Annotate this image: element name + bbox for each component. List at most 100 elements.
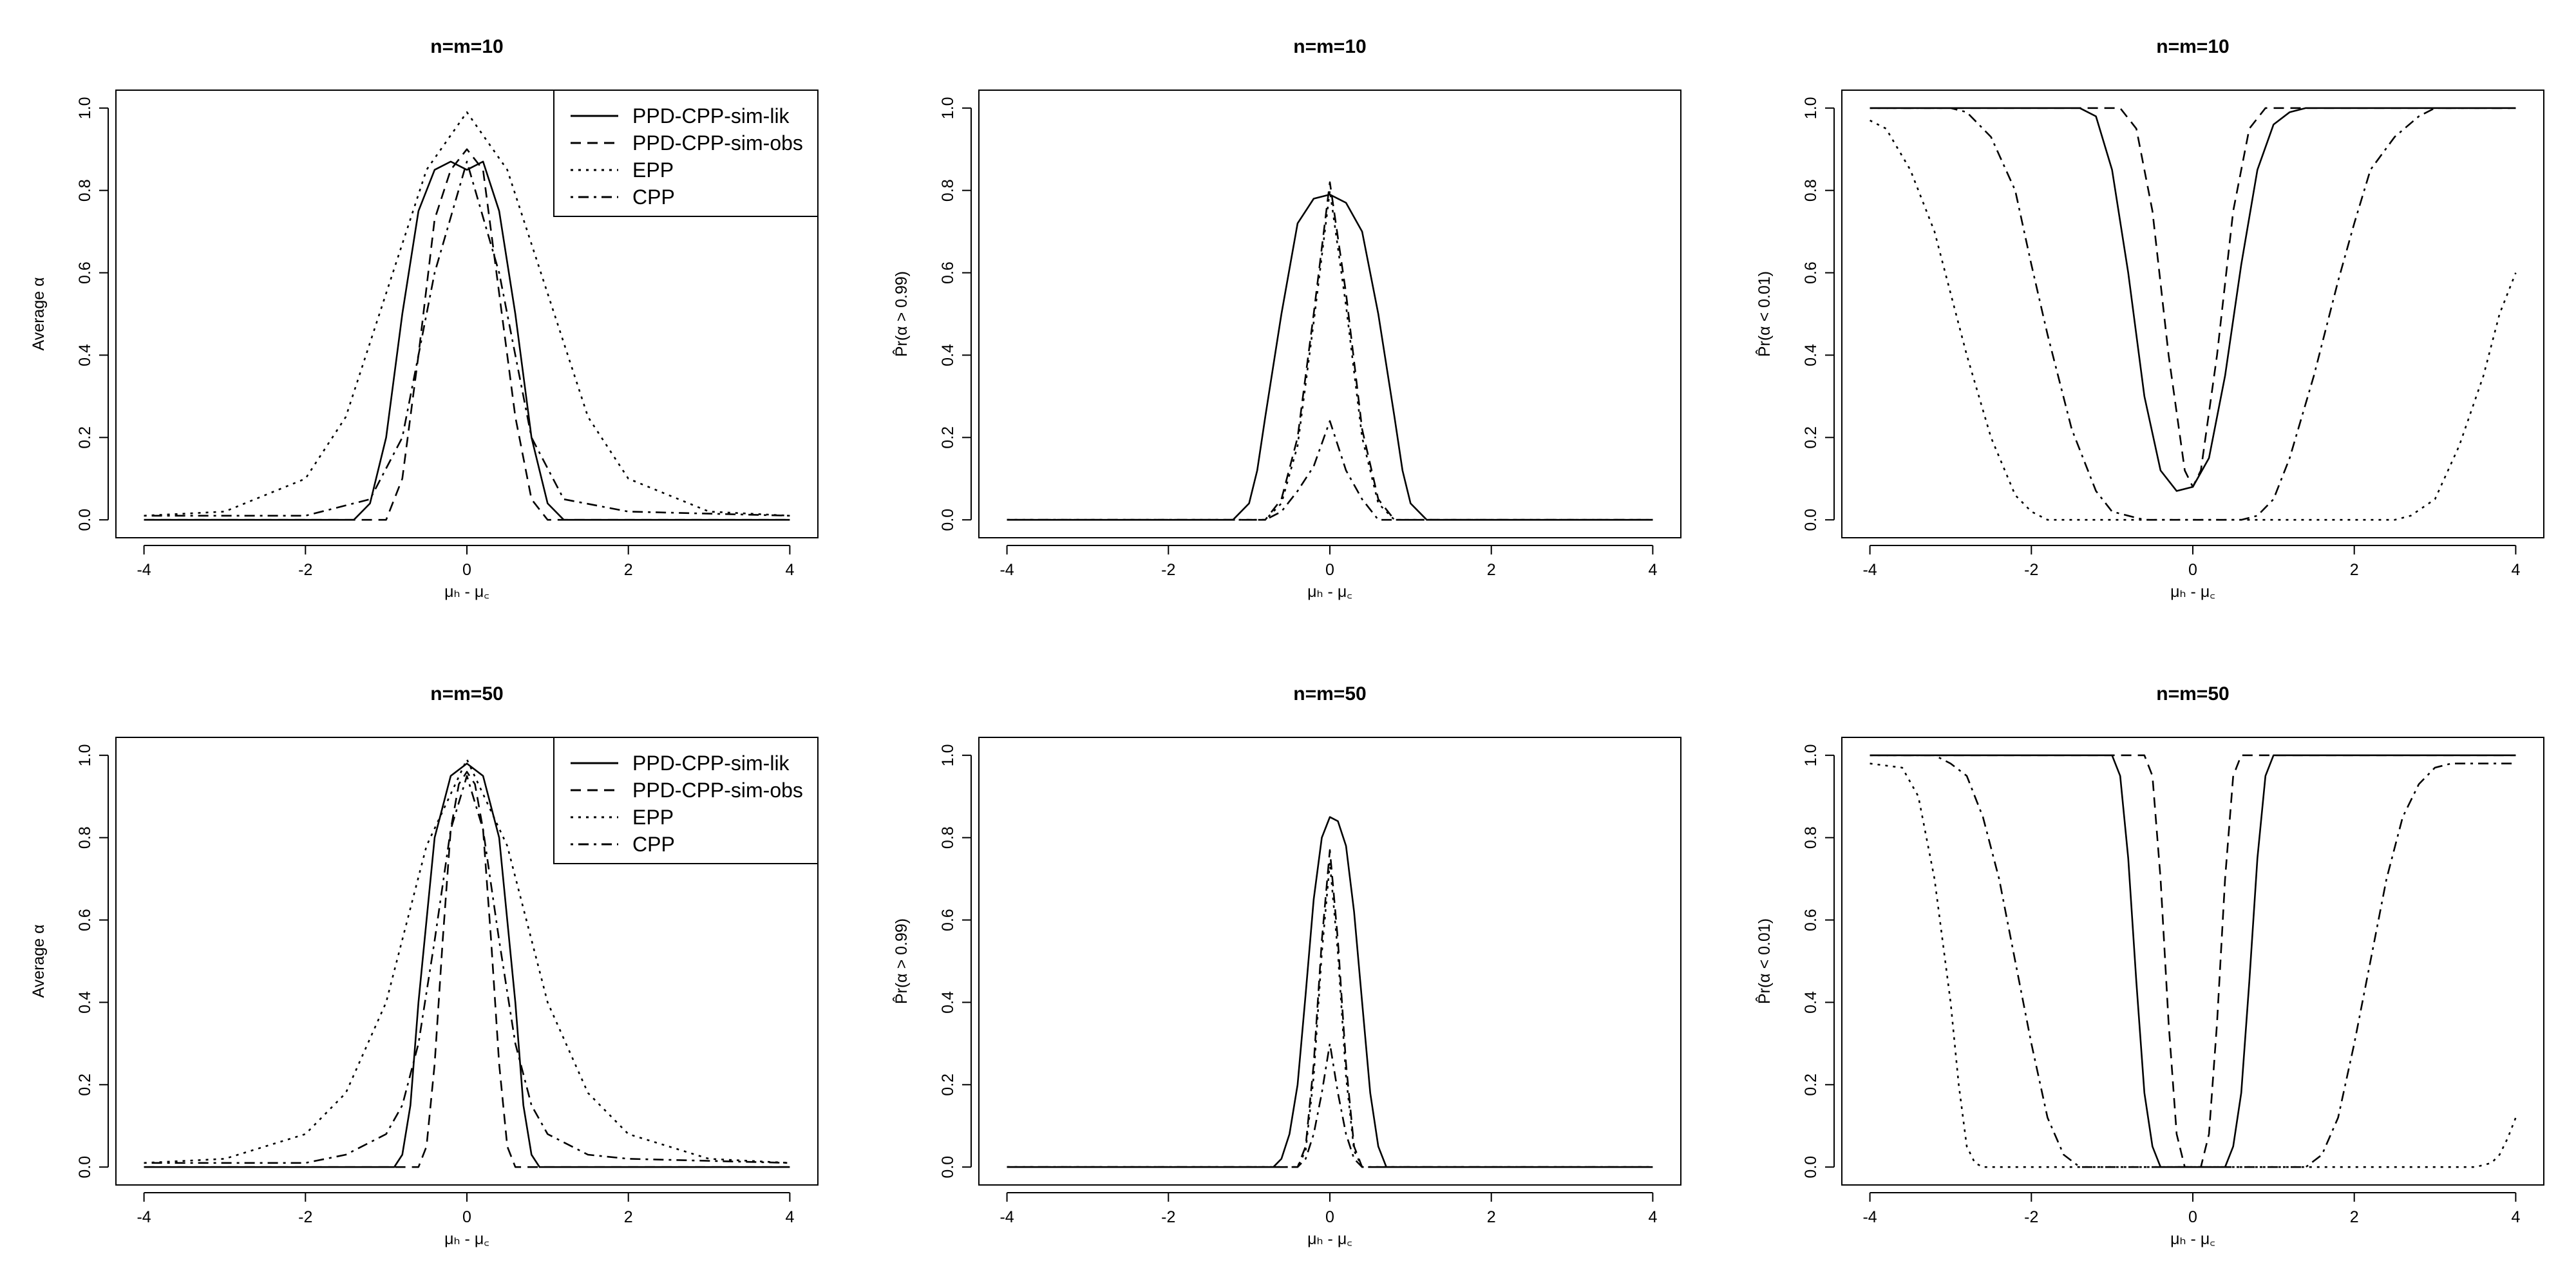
x-tick-label: 4 (785, 561, 794, 579)
x-tick-label: -2 (2024, 561, 2038, 579)
plot-frame (1841, 737, 2544, 1186)
y-tick-label: 0.0 (939, 1156, 957, 1179)
legend-item-label: CPP (632, 185, 675, 209)
panel-title: n=m=50 (1293, 683, 1366, 705)
series-line-epp (1870, 119, 2517, 521)
panel-title: n=m=10 (1293, 36, 1366, 57)
series-line-cpp (1007, 1043, 1653, 1168)
y-tick-label: 0.8 (939, 826, 957, 849)
y-tick-label: 0.4 (1802, 991, 1820, 1014)
x-tick-label: -4 (1862, 1208, 1877, 1226)
x-tick-label: -4 (1862, 561, 1877, 579)
legend-item-label: CPP (632, 833, 675, 856)
y-axis-label: Average α (30, 277, 48, 350)
y-tick-label: 0.4 (939, 344, 957, 366)
y-tick-label: 0.8 (76, 826, 94, 849)
x-axis-label: μₕ - μ꜀ (1307, 583, 1352, 601)
y-tick-label: 1.0 (939, 744, 957, 766)
series-line-ppd-cpp-sim-obs (1007, 181, 1653, 521)
y-axis-label: P̂r(α > 0.99) (892, 271, 911, 357)
y-tick-label: 0.8 (939, 179, 957, 202)
legend: PPD-CPP-sim-lik PPD-CPP-sim-obs EPP CPP (553, 90, 819, 217)
y-tick-label: 0.2 (1802, 426, 1820, 449)
y-tick-label: 0.8 (76, 179, 94, 202)
panel-p6: n=m=50 -4 -2 0 2 4 μₕ - μ꜀ 0.0 0.2 0.4 0.6 0.8 1.0 P̂… (1755, 683, 2544, 1248)
plot-frame (978, 737, 1681, 1186)
plot-frame (115, 737, 819, 1186)
y-tick-label: 0.4 (939, 991, 957, 1014)
y-tick-label: 0.0 (1802, 1156, 1820, 1179)
x-tick-label: 4 (1648, 1208, 1657, 1226)
x-axis-label: μₕ - μ꜀ (1307, 1230, 1352, 1248)
series-line-cpp (1870, 107, 2516, 521)
x-axis-label: μₕ - μ꜀ (2170, 583, 2215, 601)
series-line-ppd-cpp-sim-lik (1870, 754, 2516, 1168)
series-line-ppd-cpp-sim-obs (144, 148, 790, 521)
series-line-ppd-cpp-sim-lik (1007, 816, 1653, 1168)
x-tick-label: -2 (2024, 1208, 2038, 1226)
x-axis-label: μₕ - μ꜀ (444, 1230, 489, 1248)
series-line-ppd-cpp-sim-lik (1870, 107, 2516, 492)
series-line-ppd-cpp-sim-obs (144, 771, 790, 1168)
y-tick-label: 0.0 (939, 509, 957, 531)
y-tick-label: 0.4 (76, 991, 94, 1014)
series-line-epp (1007, 189, 1653, 521)
panel-title: n=m=10 (430, 36, 503, 57)
series-line-cpp (144, 775, 790, 1164)
series-line-ppd-cpp-sim-lik (1007, 193, 1653, 521)
x-tick-label: 0 (2188, 1208, 2197, 1226)
y-tick-label: 0.4 (76, 344, 94, 366)
legend-item-label: PPD-CPP-sim-obs (632, 779, 803, 802)
x-tick-label: -4 (137, 1208, 151, 1226)
panel-p4: n=m=50 -4 -2 0 2 4 μₕ - μ꜀ 0.0 0.2 0.4 0.6 0.8 1.0 Av… (30, 683, 819, 1248)
y-tick-label: 1.0 (939, 97, 957, 119)
x-tick-label: 2 (624, 561, 633, 579)
y-tick-label: 0.8 (1802, 826, 1820, 849)
panel-title: n=m=50 (2156, 683, 2229, 705)
series-line-ppd-cpp-sim-lik (144, 762, 790, 1168)
panel-p2: n=m=10 -4 -2 0 2 4 μₕ - μ꜀ 0.0 0.2 0.4 0.6 0.8 1.0 P̂… (892, 36, 1681, 601)
panel-p5: n=m=50 -4 -2 0 2 4 μₕ - μ꜀ 0.0 0.2 0.4 0.6 0.8 1.0 P̂… (892, 683, 1681, 1248)
series-line-epp (1870, 762, 2517, 1168)
y-tick-label: 0.2 (1802, 1074, 1820, 1096)
x-tick-label: 0 (462, 1208, 471, 1226)
x-tick-label: 4 (785, 1208, 794, 1226)
y-tick-label: 0.6 (76, 909, 94, 931)
x-tick-label: 4 (1648, 561, 1657, 579)
x-tick-label: 0 (462, 561, 471, 579)
y-tick-label: 0.0 (76, 1156, 94, 1179)
x-tick-label: -2 (1161, 1208, 1175, 1226)
x-tick-label: -4 (137, 561, 151, 579)
y-axis-label: Average α (30, 924, 48, 998)
series-line-epp (1007, 861, 1653, 1168)
legend-box (553, 737, 819, 864)
y-tick-label: 0.2 (939, 1074, 957, 1096)
y-axis-label: P̂r(α < 0.01) (1755, 918, 1774, 1004)
x-tick-label: 4 (2511, 1208, 2520, 1226)
x-tick-label: -4 (999, 1208, 1014, 1226)
x-tick-label: 4 (2511, 561, 2520, 579)
y-tick-label: 0.2 (939, 426, 957, 449)
x-tick-label: 0 (1325, 1208, 1334, 1226)
y-tick-label: 0.2 (76, 1074, 94, 1096)
series-line-ppd-cpp-sim-lik (144, 160, 790, 521)
y-tick-label: 1.0 (1802, 97, 1820, 119)
panel-title: n=m=50 (430, 683, 503, 705)
x-tick-label: 0 (1325, 561, 1334, 579)
plot-frame (978, 90, 1681, 538)
x-tick-label: 2 (1487, 561, 1496, 579)
y-tick-label: 0.0 (1802, 509, 1820, 531)
x-tick-label: -2 (298, 561, 312, 579)
panel-p3: n=m=10 -4 -2 0 2 4 μₕ - μ꜀ 0.0 0.2 0.4 0.6 0.8 1.0 P̂… (1755, 36, 2544, 601)
panel-p1: n=m=10 -4 -2 0 2 4 μₕ - μ꜀ 0.0 0.2 0.4 0.6 0.8 1.0 Av… (30, 36, 819, 601)
legend-item-label: PPD-CPP-sim-obs (632, 131, 803, 155)
legend: PPD-CPP-sim-lik PPD-CPP-sim-obs EPP CPP (553, 737, 819, 864)
y-tick-label: 0.6 (939, 909, 957, 931)
y-axis-label: P̂r(α > 0.99) (892, 918, 911, 1004)
x-tick-label: 2 (2350, 561, 2359, 579)
series-line-cpp (144, 160, 790, 517)
y-tick-label: 0.0 (76, 509, 94, 531)
y-tick-label: 0.4 (1802, 344, 1820, 366)
y-tick-label: 0.6 (1802, 261, 1820, 284)
series-line-cpp (1870, 754, 2516, 1168)
